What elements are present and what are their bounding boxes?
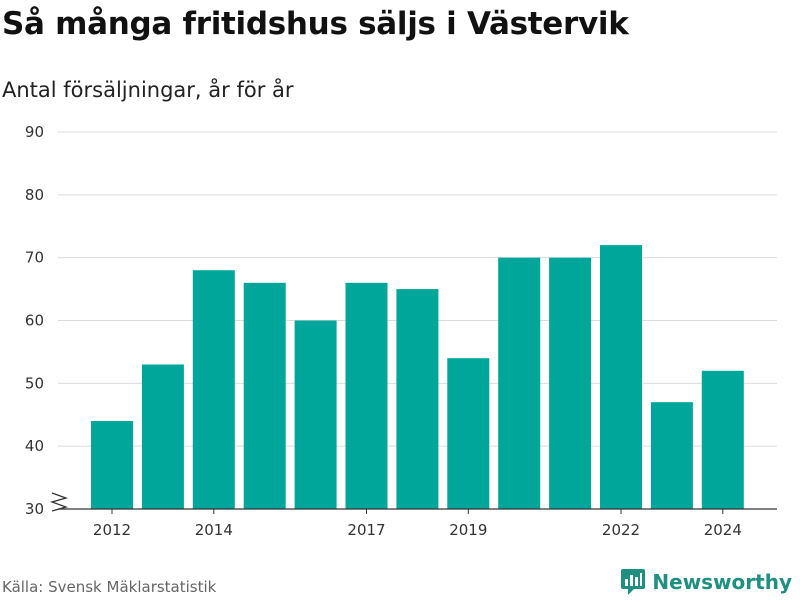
brand-name: Newsworthy — [652, 570, 792, 594]
y-tick-label: 30 — [25, 500, 44, 518]
brand-logo: Newsworthy — [620, 568, 792, 596]
x-axis: 2012 2014 2017 2019 2022 2024 — [49, 492, 777, 539]
bar-2012 — [91, 421, 133, 509]
y-tick-label: 50 — [25, 374, 44, 392]
chart-subtitle: Antal försäljningar, år för år — [2, 78, 294, 102]
bar-2024 — [701, 370, 744, 509]
axis-break-icon — [49, 492, 69, 512]
bar-2021 — [549, 257, 592, 509]
bar-2016 — [294, 320, 337, 509]
x-tick-label: 2019 — [449, 521, 487, 539]
y-tick-label: 40 — [25, 437, 44, 455]
source-note: Källa: Svensk Mäklarstatistik — [2, 578, 217, 596]
bar-2023 — [650, 402, 693, 509]
bar-2019 — [447, 358, 490, 509]
y-tick-label: 90 — [25, 123, 44, 141]
bar-2022 — [600, 245, 642, 509]
bar-2018 — [396, 289, 439, 509]
x-tick-label: 2017 — [347, 521, 385, 539]
chart-title: Så många fritidshus säljs i Västervik — [2, 6, 629, 42]
x-tick-label: 2014 — [195, 521, 233, 539]
y-tick-label: 80 — [25, 186, 44, 204]
bar-2020 — [498, 257, 541, 509]
x-tick-label: 2022 — [602, 521, 640, 539]
newsworthy-logo-icon — [621, 569, 646, 595]
bar-2015 — [243, 282, 286, 509]
x-tick-label: 2024 — [704, 521, 742, 539]
bar-2017 — [345, 282, 388, 509]
bar-2013 — [141, 364, 184, 509]
x-tick-label: 2012 — [93, 521, 131, 539]
bar-2014 — [192, 270, 235, 509]
bar-chart: 30 40 50 60 70 80 90 2012 2014 2017 2019 2022 2024 — [25, 123, 777, 539]
y-tick-label: 60 — [25, 312, 44, 330]
bars — [91, 245, 744, 509]
y-tick-label: 70 — [25, 249, 44, 267]
y-axis: 30 40 50 60 70 80 90 — [25, 123, 44, 518]
